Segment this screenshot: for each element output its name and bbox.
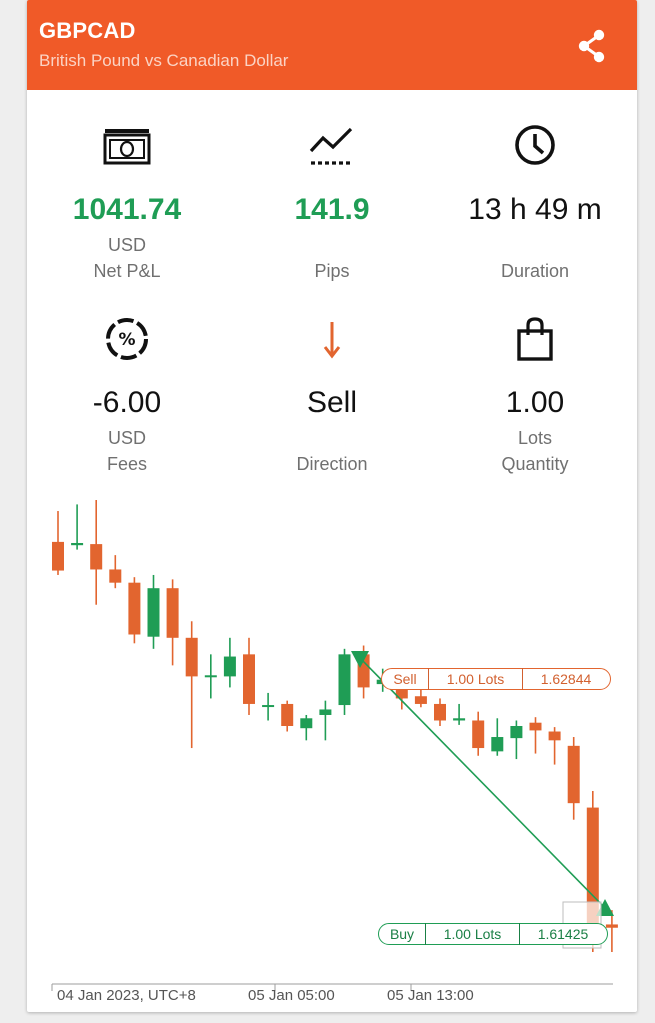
candle-body (338, 654, 351, 706)
candle-body (147, 588, 160, 637)
buy-order-price: 1.61425 (537, 926, 589, 942)
clock-icon (515, 125, 555, 165)
candle-body (223, 656, 236, 677)
candle-body (510, 726, 523, 739)
direction-value: Sell (306, 386, 358, 419)
sell-order-price: 1.62844 (540, 671, 592, 687)
net-pl-label: Net P&L (93, 261, 161, 281)
candle-body (529, 722, 542, 731)
sell-order-tag[interactable]: Sell 1.00 Lots 1.62844 (381, 668, 611, 690)
quantity-label: Quantity (501, 454, 569, 474)
x-axis-label: 05 Jan 13:00 (387, 987, 474, 1004)
money-icon (103, 129, 151, 165)
share-icon (578, 29, 605, 63)
candle-body (434, 703, 446, 721)
candle-body (605, 924, 618, 928)
shopping-bag-icon (517, 317, 553, 361)
candle-body (472, 720, 485, 749)
candle-body (414, 696, 427, 704)
duration-label: Duration (500, 261, 570, 281)
candle-body (71, 542, 84, 546)
sell-entry-marker (351, 651, 369, 668)
candle-body (453, 718, 466, 721)
stat-pips: 141.9 Pips (232, 115, 432, 295)
svg-text:%: % (118, 330, 135, 350)
price-chart[interactable]: Sell 1.00 Lots 1.62844 Buy 1.00 Lots 1.6… (27, 490, 637, 1010)
candle-body (52, 541, 64, 571)
stat-duration: 13 h 49 m Duration (435, 115, 635, 295)
stat-net-pl: 1041.74 USD Net P&L (27, 115, 227, 295)
pips-value: 141.9 (294, 193, 370, 226)
net-pl-unit: USD (107, 235, 146, 255)
candle-body (166, 588, 179, 638)
header-bar: GBPCAD British Pound vs Canadian Dollar (27, 0, 637, 90)
buy-order-lots: 1.00 Lots (443, 926, 502, 942)
arrow-down-icon (323, 322, 341, 359)
stat-direction: Sell Direction (232, 310, 432, 490)
direction-label: Direction (296, 454, 368, 474)
candle-body (128, 582, 141, 635)
buy-order-tag[interactable]: Buy 1.00 Lots 1.61425 (378, 923, 608, 945)
share-button[interactable] (573, 26, 613, 66)
symbol-subtitle: British Pound vs Canadian Dollar (39, 51, 289, 70)
net-pl-value: 1041.74 (72, 193, 182, 226)
candle-body (491, 737, 504, 752)
percent-icon: % (106, 318, 148, 360)
tag-divider (428, 668, 429, 690)
candle-body (204, 675, 217, 678)
candle-body (109, 569, 122, 583)
symbol-title: GBPCAD (39, 18, 136, 43)
duration-value: 13 h 49 m (468, 193, 602, 226)
candle-body (90, 544, 103, 570)
candle-body (548, 731, 561, 741)
candlestick-chart[interactable] (27, 490, 637, 1010)
x-axis-label: 05 Jan 05:00 (248, 987, 335, 1004)
fees-unit: USD (107, 428, 146, 448)
sell-order-side: Sell (393, 671, 417, 687)
candle-body (243, 654, 255, 704)
tag-divider (519, 923, 520, 945)
stat-fees: % -6.00 USD Fees (27, 310, 227, 490)
sell-order-lots: 1.00 Lots (446, 671, 505, 687)
trend-chart-icon (309, 127, 353, 165)
trade-summary-card: GBPCAD British Pound vs Canadian Dollar … (27, 0, 637, 1012)
candle-body (262, 705, 275, 708)
pips-label: Pips (314, 261, 350, 281)
candle-body (567, 745, 580, 804)
tag-divider (425, 923, 426, 945)
tag-divider (522, 668, 523, 690)
quantity-value: 1.00 (505, 386, 565, 419)
fees-label: Fees (106, 454, 148, 474)
x-axis-label: 04 Jan 2023, UTC+8 (57, 987, 196, 1004)
candle-body (300, 718, 313, 729)
buy-order-side: Buy (389, 926, 415, 942)
candle-body (185, 637, 198, 677)
trade-line (359, 657, 606, 909)
stat-quantity: 1.00 Lots Quantity (435, 310, 635, 490)
candle-body (281, 703, 294, 726)
candle-body (319, 709, 332, 715)
fees-value: -6.00 (92, 386, 162, 419)
quantity-unit: Lots (517, 428, 553, 448)
